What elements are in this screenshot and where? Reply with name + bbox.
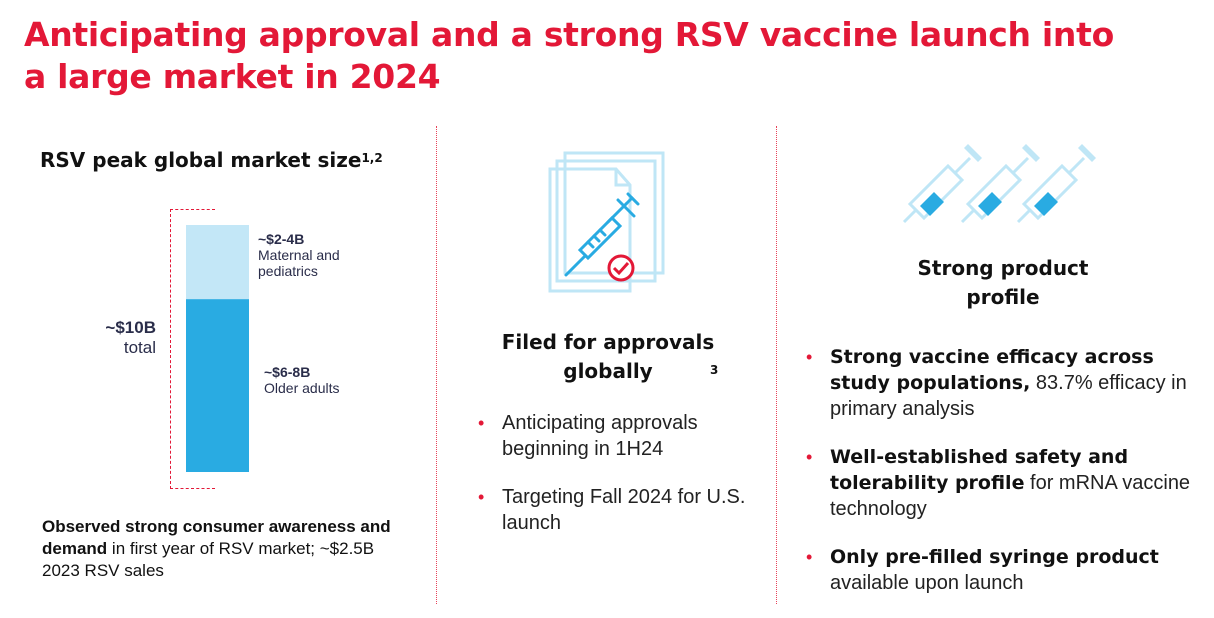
heading-text: Filed for approvals globally bbox=[501, 330, 715, 383]
bullet-bold: Well-established safety and tolerability… bbox=[830, 446, 1129, 494]
bullet-text: 83.7% efficacy in primary analysis bbox=[830, 372, 1187, 420]
bar-segment-older-adults bbox=[186, 299, 249, 472]
footer-text: in first year of RSV market; ~$2.5B 2023… bbox=[42, 539, 375, 580]
total-bracket bbox=[170, 209, 215, 489]
syringes-icon bbox=[902, 142, 1098, 224]
profile-bullets: Strong vaccine efficacy across study pop… bbox=[806, 344, 1196, 618]
bullet-item: Strong vaccine efficacy across study pop… bbox=[806, 344, 1196, 422]
total-caption: total bbox=[123, 338, 156, 357]
segment-name: Maternal and pediatrics bbox=[258, 247, 340, 279]
segment-label-maternal: ~$2-4B Maternal and pediatrics bbox=[258, 231, 388, 279]
bullet-text: for mRNA vaccine technology bbox=[830, 472, 1191, 520]
total-label: ~$10B total bbox=[60, 318, 156, 358]
segment-label-older: ~$6-8B Older adults bbox=[264, 364, 394, 396]
approvals-heading: Filed for approvals globally bbox=[440, 328, 776, 386]
column-divider bbox=[436, 126, 437, 604]
heading-text: RSV peak global market size bbox=[40, 148, 362, 172]
approvals-bullets: Anticipating approvals beginning in 1H24… bbox=[478, 410, 758, 558]
page-title: Anticipating approval and a strong RSV v… bbox=[24, 15, 1114, 96]
bullet-item: Targeting Fall 2024 for U.S. launch bbox=[478, 484, 758, 536]
footnote-ref: 1,2 bbox=[361, 151, 383, 165]
segment-name: Older adults bbox=[264, 380, 340, 396]
document-syringe-check-icon bbox=[548, 151, 665, 293]
total-value: ~$10B bbox=[105, 318, 156, 337]
footer-bold: Observed strong consumer awareness and d… bbox=[42, 517, 391, 558]
bullet-item: Anticipating approvals beginning in 1H24 bbox=[478, 410, 758, 462]
bullet-item: Only pre-filled syringe product availabl… bbox=[806, 544, 1196, 596]
market-bar-chart bbox=[186, 225, 249, 472]
segment-value: ~$6-8B bbox=[264, 364, 311, 380]
market-size-heading: RSV peak global market size1,2 bbox=[40, 146, 383, 175]
product-profile-heading: Strong product profile bbox=[917, 256, 1089, 309]
bullet-bold: Strong vaccine efficacy across study pop… bbox=[830, 346, 1154, 394]
bullet-bold: Only pre-filled syringe product bbox=[830, 546, 1159, 568]
market-footer: Observed strong consumer awareness and d… bbox=[42, 516, 412, 582]
bullet-item: Well-established safety and tolerability… bbox=[806, 444, 1196, 522]
column-divider bbox=[776, 126, 777, 604]
bullet-text: available upon launch bbox=[830, 572, 1024, 594]
footnote-ref: 3 bbox=[710, 363, 719, 377]
segment-value: ~$2-4B bbox=[258, 231, 305, 247]
bar-segment-maternal-and-pediatrics bbox=[186, 225, 249, 300]
